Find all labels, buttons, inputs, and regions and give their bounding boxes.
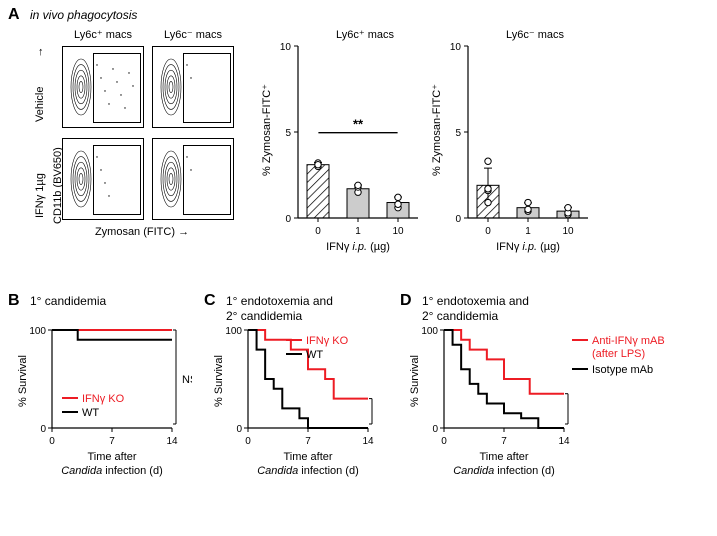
svg-text:0: 0 [485, 226, 491, 237]
facs-col1-header: Ly6c⁺ macs [60, 28, 146, 41]
panel-c-title-l1: 1° endotoxemia and [226, 294, 333, 308]
svg-text:WT: WT [82, 407, 99, 419]
svg-text:0: 0 [455, 214, 461, 225]
svg-text:0: 0 [432, 424, 438, 435]
svg-text:0: 0 [245, 436, 251, 447]
svg-text:0: 0 [40, 424, 46, 435]
svg-text:Time after: Time after [479, 451, 528, 463]
survival-chart-d: 0 100 0 7 14 % Survival Time after Candida infe… [404, 324, 704, 502]
svg-text:0: 0 [49, 436, 55, 447]
svg-text:Candida infection (d): Candida infection (d) [453, 465, 555, 477]
svg-text:100: 100 [225, 326, 242, 337]
facs-row-arrow-up: ↑ [38, 46, 44, 58]
panel-a-title: in vivo phagocytosis [30, 8, 137, 22]
facs-col2-header: Ly6c⁻ macs [150, 28, 236, 41]
svg-text:IFNγ i.p. (µg): IFNγ i.p. (µg) [326, 241, 390, 253]
panel-d-title-l1: 1° endotoxemia and [422, 294, 529, 308]
panel-a-label: A [8, 6, 20, 24]
svg-text:Anti-IFNγ mAB: Anti-IFNγ mAB [592, 335, 665, 347]
facs-gate [93, 53, 141, 123]
facs-plot-r1-c1 [152, 138, 234, 220]
svg-text:1: 1 [525, 226, 531, 237]
svg-text:10: 10 [562, 226, 574, 237]
svg-text:14: 14 [362, 436, 374, 447]
facs-gate [183, 53, 231, 123]
facs-row1-label: Vehicle [34, 87, 46, 122]
svg-text:10: 10 [280, 42, 292, 53]
svg-text:0: 0 [315, 226, 321, 237]
svg-text:5: 5 [455, 128, 461, 139]
svg-text:% Survival: % Survival [213, 355, 225, 407]
svg-text:(after LPS): (after LPS) [592, 348, 645, 360]
bar-chart-ly6c-pos: 0510% Zymosan-FITC⁺0110IFNγ i.p. (µg)** [254, 40, 434, 282]
svg-text:IFNγ i.p. (µg): IFNγ i.p. (µg) [496, 241, 560, 253]
panel-c-label: C [204, 292, 216, 310]
svg-text:Candida infection (d): Candida infection (d) [61, 465, 163, 477]
svg-text:% Zymosan-FITC⁺: % Zymosan-FITC⁺ [431, 84, 443, 176]
arrow-right-icon: → [178, 226, 189, 238]
panel-c-title-l2: 2° candidemia [226, 309, 302, 323]
panel-b-label: B [8, 292, 20, 310]
svg-text:% Zymosan-FITC⁺: % Zymosan-FITC⁺ [261, 84, 273, 176]
svg-text:7: 7 [501, 436, 507, 447]
panel-d-label: D [400, 292, 412, 310]
svg-text:10: 10 [450, 42, 462, 53]
svg-text:IFNγ KO: IFNγ KO [82, 393, 125, 405]
svg-text:Time after: Time after [283, 451, 332, 463]
svg-text:WT: WT [306, 349, 323, 361]
svg-text:Candida infection (d): Candida infection (d) [257, 465, 359, 477]
survival-chart-c: 0 100 0 7 14 % Survival Time after Candida infe… [208, 324, 388, 502]
figure-root: A in vivo phagocytosis Ly6c⁺ macs Ly6c⁻ … [0, 0, 717, 536]
svg-text:0: 0 [236, 424, 242, 435]
panel-d-title-l2: 2° candidemia [422, 309, 498, 323]
bar-chart-ly6c-neg: 0510% Zymosan-FITC⁺0110IFNγ i.p. (µg) [424, 40, 604, 282]
svg-text:% Survival: % Survival [17, 355, 29, 407]
survival-chart-b: 0 100 0 7 14 % Survival Time after Candida infe… [12, 324, 192, 502]
svg-text:IFNγ KO: IFNγ KO [306, 335, 349, 347]
svg-text:1: 1 [355, 226, 361, 237]
svg-text:7: 7 [305, 436, 311, 447]
svg-text:**: ** [353, 117, 364, 132]
facs-plot-r1-c0 [62, 138, 144, 220]
svg-text:14: 14 [166, 436, 178, 447]
svg-text:Isotype mAb: Isotype mAb [592, 364, 653, 376]
svg-text:Time after: Time after [87, 451, 136, 463]
facs-x-axis-label: Zymosan (FITC) → [72, 226, 212, 238]
svg-text:100: 100 [29, 326, 46, 337]
facs-gate [183, 145, 231, 215]
svg-text:7: 7 [109, 436, 115, 447]
svg-text:0: 0 [441, 436, 447, 447]
facs-gate [93, 145, 141, 215]
svg-text:NS: NS [182, 374, 192, 386]
svg-text:100: 100 [421, 326, 438, 337]
facs-plot-r0-c0 [62, 46, 144, 128]
svg-text:14: 14 [558, 436, 570, 447]
svg-text:% Survival: % Survival [409, 355, 421, 407]
panel-b-title: 1° candidemia [30, 294, 106, 308]
svg-text:0: 0 [285, 214, 291, 225]
svg-text:10: 10 [392, 226, 404, 237]
facs-row2-label: IFNγ 1µg [34, 173, 46, 218]
facs-plot-r0-c1 [152, 46, 234, 128]
svg-text:5: 5 [285, 128, 291, 139]
